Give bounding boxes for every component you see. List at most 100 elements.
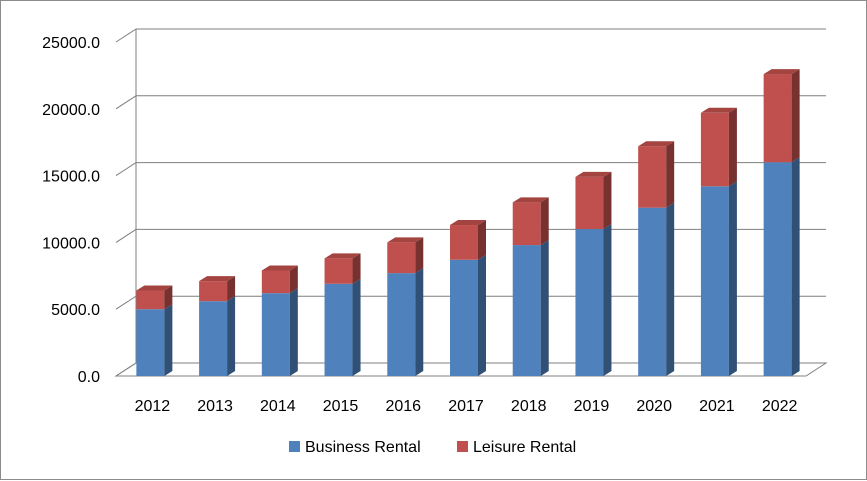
- bar-leisure-rental-2019: [575, 171, 612, 230]
- bar-business-rental-2013: [199, 296, 236, 376]
- bar-leisure-rental-2015: [324, 253, 361, 284]
- bar-front: [512, 202, 541, 246]
- gridline-side: [115, 228, 137, 243]
- bar-business-rental-2019: [575, 224, 612, 376]
- bar-front: [638, 207, 667, 376]
- bar-leisure-rental-2012: [136, 285, 173, 310]
- bar-front: [324, 283, 353, 376]
- bar-leisure-rental-2020: [638, 141, 675, 208]
- x-tick-label: 2013: [197, 398, 233, 415]
- bar-front: [700, 112, 729, 187]
- bar-side: [603, 171, 612, 230]
- bar-top: [387, 237, 424, 243]
- bar-business-rental-2020: [638, 202, 675, 376]
- y-tick-label: 0.0: [78, 369, 100, 386]
- bar-side: [227, 296, 236, 376]
- bar-top: [638, 141, 675, 147]
- bar-front: [575, 176, 604, 230]
- bar-front: [199, 281, 228, 302]
- bar-side: [164, 285, 173, 310]
- bar-business-rental-2022: [763, 157, 800, 376]
- legend-swatch-business-rental: [289, 441, 300, 452]
- y-tick-labels: 0.0 5000.0 10000.0 15000.0 20000.0 25000.0: [42, 35, 100, 386]
- bar-front: [763, 74, 792, 163]
- bar-leisure-rental-2014: [261, 265, 298, 294]
- x-tick-label: 2018: [511, 398, 547, 415]
- bar-top: [700, 107, 737, 113]
- x-tick-label: 2015: [323, 398, 359, 415]
- bar-business-rental-2017: [450, 254, 486, 376]
- bar-front: [575, 229, 604, 376]
- bar-front: [450, 259, 478, 376]
- bar-front: [638, 146, 667, 208]
- x-tick-labels: 2012 2013 2014 2015 2016 2017 2018 2019 2020 2021…: [135, 398, 798, 415]
- x-tick-label: 2017: [448, 398, 484, 415]
- bar-side: [540, 197, 549, 246]
- bar-business-rental-2016: [387, 268, 424, 376]
- bar-side: [352, 278, 361, 376]
- bar-side: [603, 224, 612, 376]
- bar-side: [666, 202, 675, 376]
- x-tick-label: 2022: [762, 398, 798, 415]
- bar-top: [261, 265, 298, 271]
- bar-side: [289, 288, 298, 376]
- bar-side: [728, 107, 737, 187]
- y-tick-label: 5000.0: [51, 302, 100, 319]
- bar-front: [136, 290, 165, 310]
- bar-side: [478, 220, 486, 260]
- bar-leisure-rental-2013: [199, 276, 236, 302]
- bar-front: [763, 162, 792, 376]
- bar-side: [352, 253, 361, 284]
- bar-front: [324, 258, 353, 284]
- bar-leisure-rental-2018: [512, 197, 549, 246]
- bar-front: [261, 270, 290, 294]
- bar-business-rental-2018: [512, 240, 549, 376]
- bar-top: [199, 276, 236, 282]
- bar-front: [199, 301, 228, 376]
- legend: Business Rental Leisure Rental: [289, 439, 576, 456]
- bar-business-rental-2014: [261, 288, 298, 376]
- x-tick-label: 2014: [260, 398, 296, 415]
- gridline-side: [115, 28, 137, 43]
- gridline-side: [115, 162, 137, 177]
- bar-side: [164, 304, 173, 376]
- bar-front: [700, 186, 729, 376]
- y-tick-label: 25000.0: [42, 35, 100, 52]
- bar-side: [728, 181, 737, 376]
- bar-leisure-rental-2021: [700, 107, 737, 187]
- x-tick-label: 2012: [135, 398, 171, 415]
- bar-business-rental-2012: [136, 304, 173, 376]
- bar-front: [450, 225, 478, 260]
- bar-side: [791, 69, 800, 163]
- x-tick-label: 2021: [699, 398, 735, 415]
- gridline-side: [115, 95, 137, 110]
- bar-business-rental-2021: [700, 181, 737, 376]
- bar-leisure-rental-2022: [763, 69, 800, 163]
- bar-top: [512, 197, 549, 203]
- gridline-side: [115, 362, 137, 377]
- y-tick-label: 15000.0: [42, 169, 100, 186]
- bar-side: [478, 254, 486, 376]
- x-tick-label: 2019: [574, 398, 610, 415]
- bar-side: [666, 141, 675, 208]
- x-tick-label: 2020: [636, 398, 672, 415]
- legend-label-business-rental: Business Rental: [305, 439, 421, 456]
- bar-business-rental-2015: [324, 278, 361, 376]
- bar-leisure-rental-2016: [387, 237, 424, 274]
- bar-front: [136, 309, 165, 376]
- bar-side: [540, 240, 549, 376]
- bar-side: [791, 157, 800, 376]
- bar-front: [387, 242, 416, 274]
- bar-front: [261, 293, 290, 376]
- bar-side: [227, 276, 236, 302]
- bar-front: [387, 273, 416, 376]
- bar-top: [763, 69, 800, 75]
- bar-side: [415, 268, 424, 376]
- gridline-side: [115, 295, 137, 310]
- bar-top: [575, 171, 612, 177]
- y-tick-label: 10000.0: [42, 235, 100, 252]
- bar-top: [136, 285, 173, 291]
- bars: [136, 69, 800, 376]
